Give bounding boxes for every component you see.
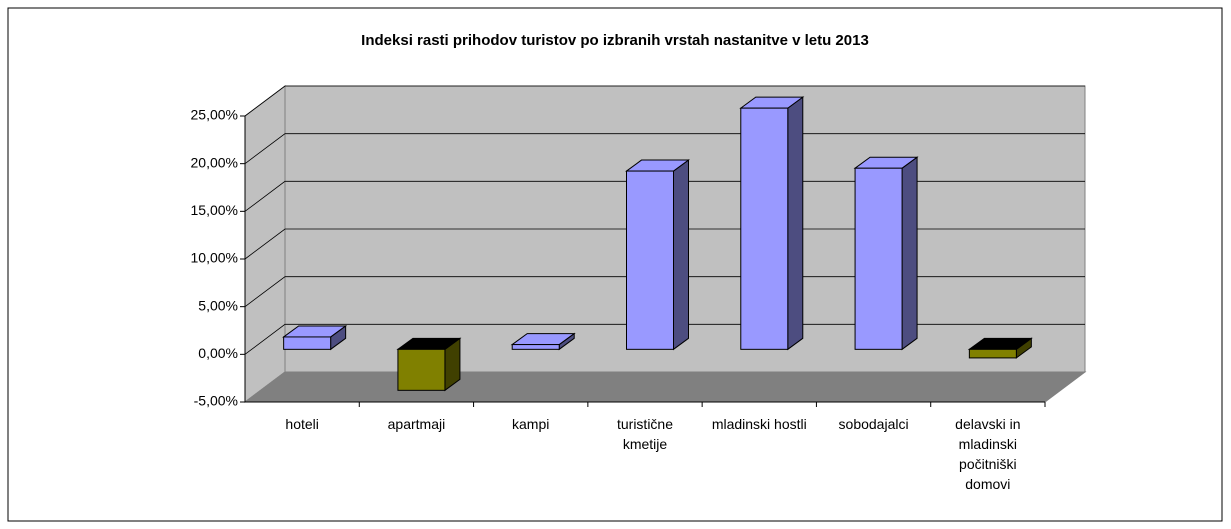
- y-tick-label: 15,00%: [191, 202, 238, 218]
- bar: [854, 167, 903, 350]
- x-tick-label: kampi: [512, 416, 550, 432]
- x-tick-label: apartmaji: [387, 416, 446, 432]
- bar-side: [787, 96, 804, 351]
- grid-line: [244, 228, 1085, 260]
- grid-line: [244, 85, 1085, 117]
- x-tick-label: hoteli: [285, 416, 319, 432]
- grid-line: [244, 276, 1085, 307]
- y-tick-label: 25,00%: [191, 107, 238, 123]
- bar: [511, 344, 560, 350]
- chart-title: Indeksi rasti prihodov turistov po izbra…: [361, 32, 869, 49]
- x-tick-label: mladinski hostli: [711, 416, 807, 432]
- grid-line: [244, 180, 1085, 212]
- bar-side: [901, 156, 918, 351]
- bar: [397, 348, 446, 391]
- bar: [626, 170, 674, 350]
- y-tick-label: 0,00%: [198, 345, 238, 361]
- y-tick-label: 5,00%: [198, 297, 238, 313]
- bar-side: [673, 159, 689, 351]
- floor: [243, 371, 1087, 403]
- bar: [740, 107, 789, 350]
- y-tick-label: 20,00%: [191, 154, 238, 170]
- x-tick-label: sobodajalci: [838, 416, 909, 432]
- bar: [283, 336, 332, 350]
- grid-line: [244, 133, 1085, 164]
- y-tick-label: 10,00%: [191, 250, 238, 266]
- y-tick-label: -5,00%: [194, 393, 238, 409]
- x-tick-label: turistične kmetije: [616, 416, 674, 452]
- x-tick-label: delavski in mladinski počitniški domovi: [955, 416, 1021, 492]
- bar: [968, 348, 1017, 359]
- grid-line: [244, 323, 1085, 355]
